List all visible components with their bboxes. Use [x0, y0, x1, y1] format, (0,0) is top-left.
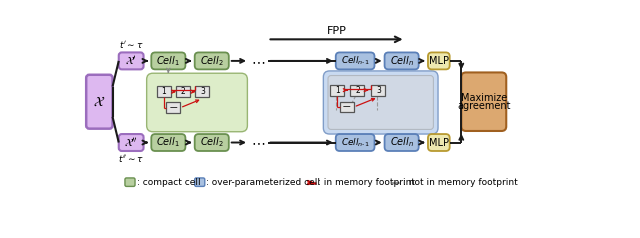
FancyBboxPatch shape [151, 52, 186, 69]
Text: $\mathit{Cell}_n$: $\mathit{Cell}_n$ [390, 136, 413, 149]
FancyBboxPatch shape [385, 134, 419, 151]
Text: $\mathit{Cell}_1$: $\mathit{Cell}_1$ [156, 136, 180, 149]
Text: —: — [169, 103, 177, 112]
FancyBboxPatch shape [125, 178, 135, 186]
Text: MLP: MLP [429, 56, 449, 66]
Text: 1: 1 [335, 86, 340, 95]
Text: 2: 2 [355, 86, 360, 95]
Bar [340, 102, 353, 113]
Text: $t'\sim\tau$: $t'\sim\tau$ [119, 39, 143, 50]
Text: $\mathit{Cell}_{n\text{-}1}$: $\mathit{Cell}_{n\text{-}1}$ [341, 136, 369, 149]
Text: $\mathit{Cell}_2$: $\mathit{Cell}_2$ [200, 136, 223, 149]
Bar [166, 103, 180, 113]
Text: $\mathit{Cell}_1$: $\mathit{Cell}_1$ [156, 54, 180, 68]
Bar [157, 86, 171, 97]
FancyBboxPatch shape [195, 52, 229, 69]
Text: $t''\sim\tau$: $t''\sim\tau$ [118, 153, 145, 164]
Text: FPP: FPP [326, 26, 346, 36]
FancyBboxPatch shape [336, 52, 374, 69]
Text: $\mathit{Cell}_{n\text{-}1}$: $\mathit{Cell}_{n\text{-}1}$ [341, 55, 369, 67]
Text: $\cdots$: $\cdots$ [251, 54, 266, 68]
Text: $\mathcal{X}''$: $\mathcal{X}''$ [124, 136, 138, 149]
Text: : in memory footprint: : in memory footprint [318, 178, 415, 187]
FancyBboxPatch shape [428, 52, 450, 69]
FancyBboxPatch shape [323, 71, 438, 134]
Text: $\mathcal{X}'$: $\mathcal{X}'$ [125, 55, 137, 67]
FancyBboxPatch shape [151, 134, 186, 151]
Text: agreement: agreement [457, 101, 511, 111]
Text: 3: 3 [200, 87, 205, 96]
Text: 1: 1 [161, 87, 166, 96]
Bar [195, 86, 209, 97]
FancyBboxPatch shape [119, 134, 143, 151]
Text: 3: 3 [376, 86, 381, 95]
Bar [176, 86, 190, 97]
FancyBboxPatch shape [428, 134, 450, 151]
Text: Maximize: Maximize [461, 93, 507, 103]
Text: $\cdots$: $\cdots$ [251, 135, 266, 149]
Bar [330, 85, 344, 95]
FancyBboxPatch shape [147, 73, 248, 132]
Text: $\mathit{Cell}_n$: $\mathit{Cell}_n$ [390, 54, 413, 68]
Text: : not in memory footprint: : not in memory footprint [403, 178, 518, 187]
Text: MLP: MLP [429, 138, 449, 148]
Text: $\mathit{Cell}_2$: $\mathit{Cell}_2$ [200, 54, 223, 68]
Text: $\mathcal{X}$: $\mathcal{X}$ [93, 95, 106, 109]
Bar [371, 85, 385, 95]
Text: : over-parameterized cell: : over-parameterized cell [206, 178, 321, 187]
Text: 2: 2 [180, 87, 186, 96]
FancyBboxPatch shape [385, 52, 419, 69]
Bar [351, 85, 364, 95]
FancyBboxPatch shape [195, 178, 205, 186]
FancyBboxPatch shape [336, 134, 374, 151]
FancyBboxPatch shape [328, 75, 433, 129]
FancyBboxPatch shape [195, 134, 229, 151]
FancyBboxPatch shape [86, 75, 113, 129]
FancyBboxPatch shape [461, 72, 506, 131]
Text: : compact cell: : compact cell [136, 178, 200, 187]
FancyBboxPatch shape [119, 52, 143, 69]
Text: —: — [343, 103, 351, 112]
